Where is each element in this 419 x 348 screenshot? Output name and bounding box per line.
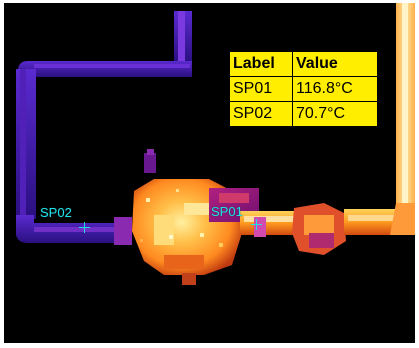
hot-fitting [144, 149, 156, 173]
riser-pipe [390, 3, 415, 235]
spot-sp01-crosshair-icon[interactable] [251, 219, 262, 230]
measurement-table-row: SP01 116.8°C [229, 76, 378, 102]
measurement-table: Label Value SP01 116.8°C SP02 70.7°C [229, 51, 378, 127]
measurement-value-cell: 116.8°C [292, 76, 378, 102]
spot-sp02-label[interactable]: SP02 [40, 205, 72, 220]
hot-housing [132, 179, 259, 285]
spot-sp01-label[interactable]: SP01 [211, 204, 243, 219]
thermal-image: SP01 SP02 Label Value SP01 116.8°C SP02 … [4, 3, 415, 343]
thermal-scene [16, 3, 415, 285]
cold-pipe [16, 11, 192, 245]
measurement-table-header-row: Label Value [229, 51, 378, 77]
hot-speckle [140, 189, 223, 247]
measurement-table-header-value: Value [292, 51, 378, 77]
measurement-table-header-label: Label [229, 51, 293, 77]
hot-pipe [240, 203, 396, 255]
measurement-label-cell: SP02 [229, 101, 293, 127]
measurement-label-cell: SP01 [229, 76, 293, 102]
measurement-table-row: SP02 70.7°C [229, 101, 378, 127]
measurement-value-cell: 70.7°C [292, 101, 378, 127]
spot-sp02-crosshair-icon[interactable] [79, 222, 90, 233]
